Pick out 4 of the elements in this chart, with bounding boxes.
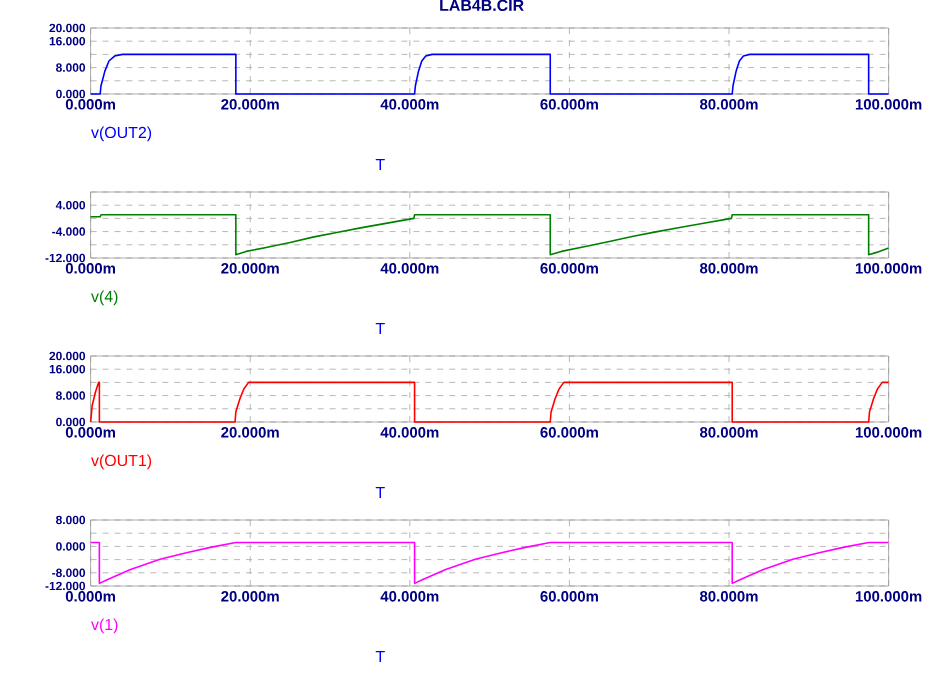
line-series (89, 213, 890, 256)
line-series (89, 53, 890, 95)
line-series (89, 541, 890, 585)
line-series (89, 381, 890, 423)
